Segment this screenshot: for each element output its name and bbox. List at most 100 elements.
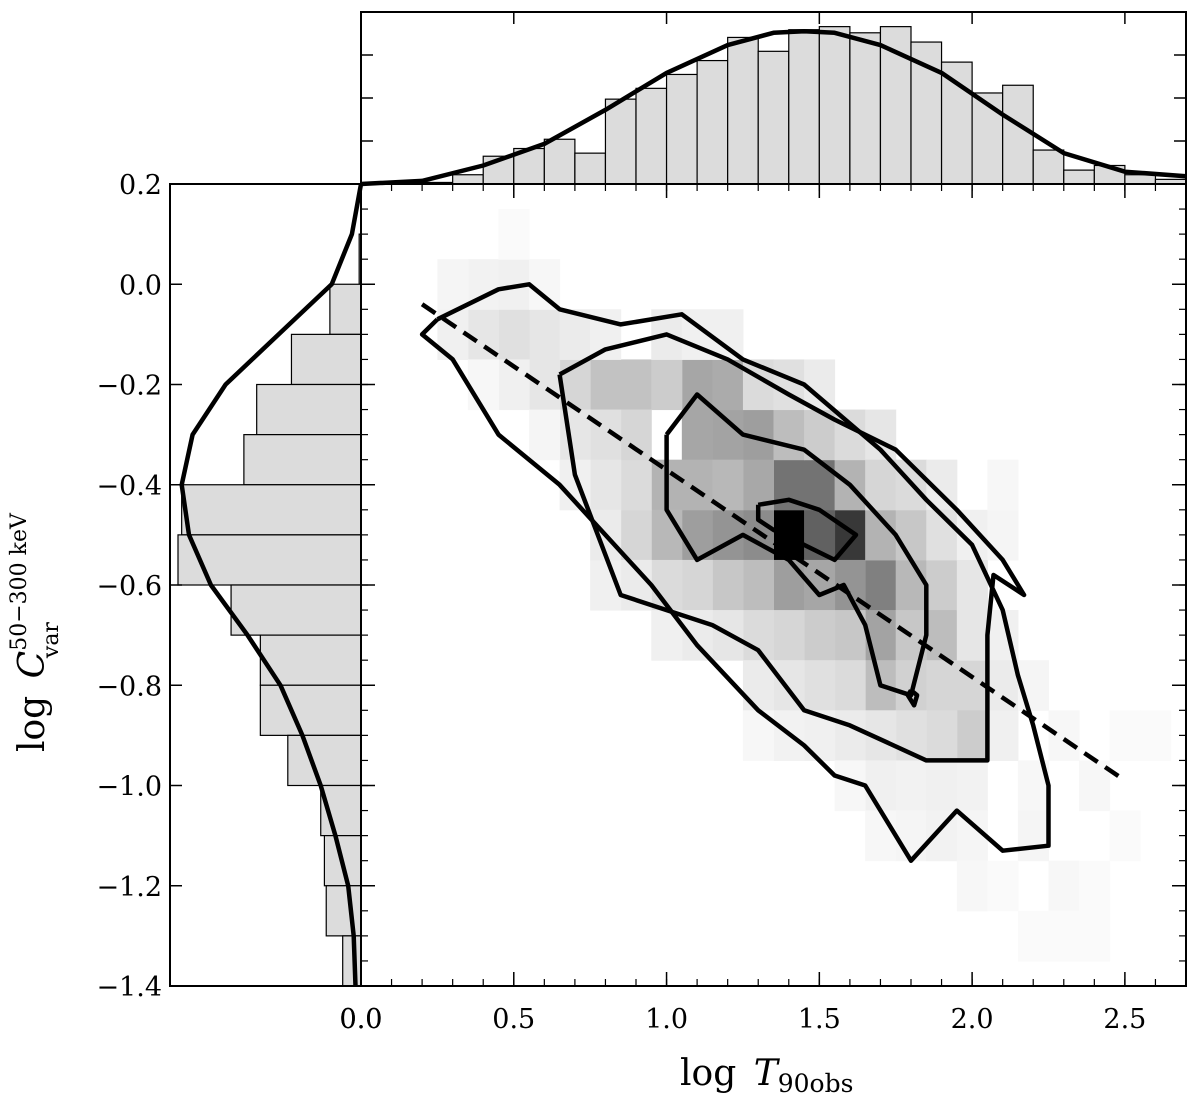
- left-histogram-bar: [329, 283, 362, 335]
- contour-inner: [755, 497, 859, 563]
- left-histogram-bar: [325, 885, 362, 937]
- top-histogram-bar: [574, 152, 607, 185]
- density-cell: [987, 509, 1019, 561]
- x-tick-label: 2.0: [951, 1004, 994, 1035]
- left-histogram-bar: [230, 584, 362, 636]
- x-axis-label: log T90obs: [680, 1053, 853, 1098]
- y-tick-label: −1.2: [96, 872, 162, 903]
- density-cell: [804, 660, 836, 711]
- top-histogram-bar: [940, 61, 973, 185]
- x-tick-label: 0.5: [492, 1004, 535, 1035]
- top-histogram-bar: [635, 87, 668, 185]
- top-histogram-bar: [1124, 174, 1157, 185]
- top-histogram-bar: [1002, 84, 1034, 185]
- density-cell: [590, 359, 622, 411]
- density-cell: [895, 760, 927, 812]
- contour-2: [557, 332, 1027, 763]
- density-cell: [1079, 860, 1111, 912]
- density-cell: [865, 760, 897, 812]
- y-tick-label: 0.2: [119, 170, 162, 201]
- top-histogram-bar: [849, 32, 882, 185]
- top-histogram-bar: [757, 50, 790, 185]
- density-cell: [651, 509, 683, 561]
- density-cell: [467, 359, 499, 411]
- density-cell: [926, 610, 958, 661]
- density-cell: [1048, 710, 1080, 761]
- density-cell: [926, 710, 958, 761]
- density-cell: [681, 559, 713, 611]
- left-marginal-histogram: [177, 183, 364, 987]
- top-histogram-bar: [818, 26, 851, 185]
- y-tick-label: −0.6: [96, 571, 162, 602]
- density-cell: [834, 660, 866, 711]
- density-cell: [773, 409, 805, 461]
- density-cell: [1048, 910, 1080, 962]
- density-cell: [773, 559, 805, 611]
- top-histogram-bar: [727, 36, 759, 185]
- density-cell: [865, 459, 897, 511]
- density-cell: [834, 710, 866, 761]
- y-tick-label: −0.4: [96, 471, 162, 502]
- left-histogram-bar: [290, 333, 362, 386]
- x-tick-label: 1.5: [798, 1004, 841, 1035]
- left-histogram-bar: [287, 734, 362, 787]
- axis-ticks: 0.0 0.5 1.0 1.5 2.0 2.5 0.2 0.0 −0.2 −0.4 −0.6 −0.8…: [96, 12, 1186, 1035]
- density-cell: [865, 559, 897, 611]
- top-histogram-bar: [604, 98, 637, 185]
- y-tick-label: 0.0: [119, 270, 162, 301]
- left-histogram-bar: [243, 434, 362, 486]
- top-histogram-bar: [696, 59, 729, 185]
- density-cell: [865, 810, 897, 862]
- top-histogram-bar: [1063, 169, 1095, 185]
- top-histogram-bar: [665, 73, 698, 185]
- density-cell: [987, 710, 1019, 761]
- density-cell: [529, 359, 561, 411]
- density-cell: [926, 509, 958, 561]
- x-tick-label: 1.0: [645, 1004, 688, 1035]
- y-tick-label: −0.8: [96, 671, 162, 702]
- y-axis-label: log C50−300 keV var: [7, 512, 64, 752]
- left-histogram-bar: [181, 484, 362, 536]
- contour-blob: [905, 688, 920, 708]
- density-cell: [1079, 910, 1111, 962]
- fit-line-group: [420, 302, 1127, 783]
- left-hist-zero-label: 0.0: [340, 1004, 383, 1035]
- density-cell: [651, 359, 683, 411]
- density-cell: [681, 409, 713, 461]
- top-histogram-bar: [971, 92, 1004, 185]
- left-histogram-bar: [259, 684, 362, 736]
- fit-line: [420, 302, 1127, 783]
- density-cell: [620, 509, 652, 561]
- density-cell: [620, 359, 652, 411]
- density-cell: [804, 359, 836, 411]
- density-cell: [895, 509, 927, 561]
- density-cell: [529, 309, 561, 360]
- density-cell: [1017, 910, 1049, 962]
- density-cell: [590, 459, 622, 511]
- density-cell: [956, 860, 988, 912]
- density-cell: [926, 660, 958, 711]
- density-cell: [712, 309, 744, 360]
- density-cell: [437, 259, 469, 310]
- density-cell: [1017, 810, 1049, 862]
- density-cell: [1109, 810, 1141, 862]
- left-histogram-bar: [256, 383, 362, 436]
- density-cell: [681, 459, 713, 511]
- density-cell: [956, 760, 988, 812]
- density-cell: [620, 409, 652, 461]
- density-cell: [1109, 710, 1141, 761]
- density-cell: [926, 559, 958, 611]
- density-cell: [987, 860, 1019, 912]
- density-cell: [1140, 710, 1172, 761]
- top-histogram-bar: [1032, 149, 1065, 185]
- x-tick-label: 0.0: [340, 1004, 383, 1035]
- y-tick-label: −1.4: [96, 972, 162, 1003]
- density-cell: [926, 760, 958, 812]
- density-cell: [956, 710, 988, 761]
- top-marginal-histogram: [360, 26, 1187, 187]
- density-cell: [895, 810, 927, 862]
- density-cell: [529, 409, 561, 461]
- density-cell: [498, 309, 530, 360]
- contour-3: [664, 392, 929, 698]
